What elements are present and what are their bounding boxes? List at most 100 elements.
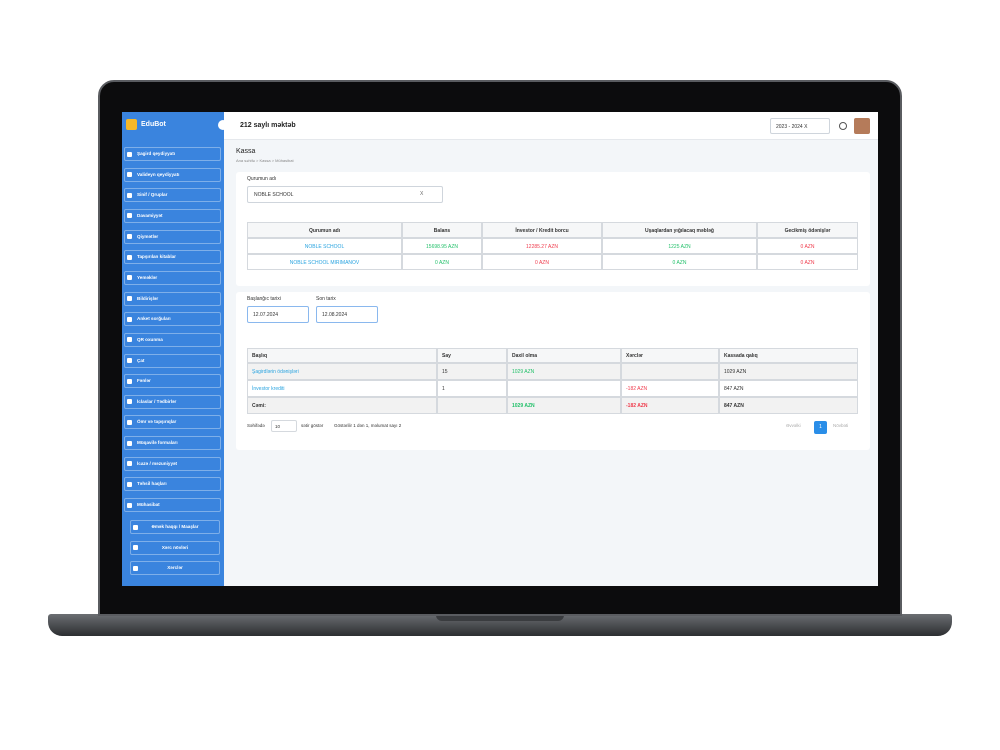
table-cell: 15 [437, 363, 507, 380]
menu-label: Şagird qeydiyyatı [137, 151, 176, 156]
sidebar [122, 112, 224, 586]
breadcrumb: Ana səhifə > Kassa > Mühasibat [236, 158, 294, 163]
menu-label: Sinif / Qruplar [137, 192, 168, 198]
menu-item[interactable] [124, 394, 221, 409]
menu-item[interactable] [124, 374, 221, 389]
prev-button[interactable]: Əvvəlki [786, 423, 801, 428]
menu-icon [127, 419, 132, 425]
menu-item[interactable] [124, 312, 221, 327]
menu-label: Tapşırılan kitablar [137, 254, 176, 260]
menu-icon [127, 378, 132, 384]
menu-item[interactable] [124, 229, 221, 244]
menu-icon [127, 358, 132, 363]
menu-icon [127, 461, 132, 467]
table-cell: 15698.95 AZN [402, 238, 482, 254]
screen: EduBot Şagird qeydiyyatı Valideyn qeydiyya… [122, 112, 878, 586]
menu-label: Fənlər [137, 378, 151, 384]
table-cell: NOBLE SCHOOL [247, 238, 402, 254]
menu-icon [127, 151, 132, 157]
menu-item[interactable] [124, 498, 221, 513]
table-cell: 0 AZN [602, 254, 757, 270]
menu-label: Yeməklər [137, 274, 158, 280]
menu-item[interactable] [124, 208, 221, 223]
menu-item[interactable] [130, 520, 220, 534]
page-button[interactable]: 1 [814, 421, 827, 434]
menu-label: İcazə / məzuniyyət [137, 460, 178, 466]
clear-button[interactable]: X [420, 191, 424, 197]
menu-item[interactable] [124, 188, 221, 203]
avatar [854, 118, 870, 134]
menu-item[interactable] [124, 353, 221, 368]
menu-label: Valideyn qeydiyyatı [137, 171, 180, 177]
brand: EduBot [141, 121, 166, 128]
date-input[interactable]: 12.08.2024 [316, 306, 378, 323]
per-page-select[interactable]: 10 [271, 420, 297, 432]
menu-item[interactable] [124, 477, 221, 492]
table-cell: NOBLE SCHOOL MIRIMANOV [247, 254, 402, 270]
table-cell: 0 AZN [482, 254, 602, 270]
table-cell: 1029 AZN [507, 363, 621, 380]
year-select[interactable]: 2023 - 2024 X [770, 118, 830, 134]
menu-icon [127, 172, 132, 178]
menu-icon [127, 275, 132, 281]
menu-icon [133, 524, 138, 530]
table-cell: İnvestor krediti [247, 380, 437, 397]
menu-label: QR oxunma [137, 336, 163, 342]
menu-item[interactable] [124, 270, 221, 285]
table-cell: 0 AZN [757, 238, 858, 254]
menu-item[interactable] [124, 250, 221, 265]
theme-toggle[interactable] [839, 122, 847, 130]
menu-icon [127, 481, 132, 487]
menu-label: Anket sorğuları [137, 316, 171, 322]
menu-icon [127, 254, 132, 260]
table-cell: Şagirdlərin ödənişləri [247, 363, 437, 380]
menu-label: İclaslar / Tədbirlər [137, 398, 177, 404]
table-cell: Gecikmiş ödənişlər [757, 222, 858, 238]
menu-icon [127, 213, 132, 219]
menu-icon [127, 399, 132, 405]
table-cell: 847 AZN [719, 397, 858, 414]
pagination-info: Göstərilir 1 dən 1, məlumat sayı 2 [334, 423, 402, 428]
menu-item[interactable] [124, 147, 221, 161]
table-cell [507, 380, 621, 397]
table-cell [621, 363, 719, 380]
table-cell: Cəmi: [247, 397, 437, 414]
menu-item[interactable] [124, 436, 221, 451]
table-cell: Qurumun adı [247, 222, 402, 238]
menu-label: Ömr və tapşırıqlar [137, 419, 177, 425]
menu-icon [127, 440, 132, 446]
menu-label: Mühasibat [137, 502, 160, 508]
collapse-button[interactable] [218, 120, 228, 130]
org-select[interactable]: NOBLE SCHOOL [247, 186, 443, 203]
laptop-notch [436, 614, 564, 621]
menu-label: Əmək haqqı / Maaşlar [151, 524, 199, 529]
logo-icon [126, 119, 137, 130]
menu-icon [133, 545, 138, 551]
menu-label: Çat [137, 357, 145, 363]
laptop-base [48, 614, 952, 636]
next-button[interactable]: Növbəti [833, 423, 849, 428]
menu-label: Bildirişlər [137, 295, 159, 301]
menu-item[interactable] [130, 561, 220, 576]
table-cell: Başlıq [247, 348, 437, 363]
table-cell: 1029 AZN [719, 363, 858, 380]
table-cell: Kassada qalıq [719, 348, 858, 363]
menu-item[interactable] [124, 167, 221, 182]
table-cell: Uşaqlardan yığılacaq məbləğ [602, 222, 757, 238]
table-cell: 847 AZN [719, 380, 858, 397]
menu-item[interactable] [124, 456, 221, 471]
menu-label: Xərclər [167, 565, 183, 571]
menu-item[interactable] [124, 415, 221, 430]
menu-icon [127, 502, 132, 508]
menu-item[interactable] [124, 332, 221, 347]
menu-item[interactable] [124, 291, 221, 306]
menu-item[interactable] [130, 540, 220, 555]
table-cell [437, 397, 507, 414]
field-label: Son tarix [316, 296, 336, 302]
table-cell: 0 AZN [402, 254, 482, 270]
table-cell: Balans [402, 222, 482, 238]
menu-label: Müqavilə formaları [137, 440, 178, 446]
date-input[interactable]: 12.07.2024 [247, 306, 309, 323]
table-cell: -182 AZN [621, 380, 719, 397]
